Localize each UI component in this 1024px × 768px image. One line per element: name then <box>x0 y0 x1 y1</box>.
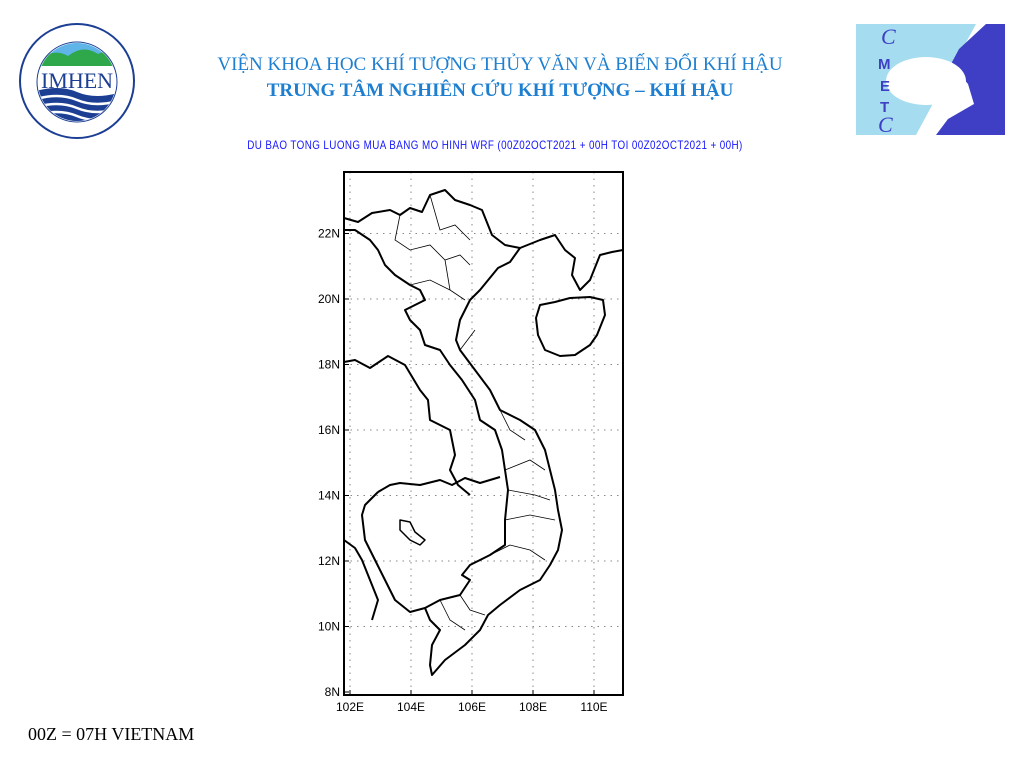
lat-tick-label: 20N <box>318 292 340 306</box>
lon-tick-label: 104E <box>397 700 425 714</box>
imhen-logo-text: IMHEN <box>41 68 113 93</box>
laos-thailand-border <box>343 355 471 496</box>
svg-text:M: M <box>878 56 891 73</box>
lat-tick-label: 18N <box>318 358 340 372</box>
lat-tick-label: 12N <box>318 554 340 568</box>
svg-text:E: E <box>880 78 890 95</box>
svg-text:C: C <box>878 112 893 135</box>
lat-tick-label: 22N <box>318 227 340 241</box>
hainan-island <box>535 296 606 357</box>
lat-tick-label: 10N <box>318 620 340 634</box>
timezone-note: 00Z = 07H VIETNAM <box>28 724 195 744</box>
center-title: TRUNG TÂM NGHIÊN CỨU KHÍ TƯỢNG – KHÍ HẬU <box>266 80 734 101</box>
cmetc-logo: C M E T C <box>856 24 1005 135</box>
china-coast <box>519 234 624 291</box>
province-borders <box>394 194 556 631</box>
axis-ticks: 102E 104E 106E 108E 110E 8N 10N 12N 14N 16N 18N 20N… <box>318 227 608 715</box>
lon-tick-label: 102E <box>336 700 364 714</box>
lat-tick-label: 16N <box>318 423 340 437</box>
lon-tick-label: 108E <box>519 700 547 714</box>
map-frame <box>343 171 624 696</box>
lat-tick-label: 14N <box>318 489 340 503</box>
lon-tick-label: 106E <box>458 700 486 714</box>
institute-title: VIỆN KHOA HỌC KHÍ TƯỢNG THỦY VĂN VÀ BIẾN… <box>217 54 783 75</box>
vietnam-outline <box>343 189 563 676</box>
thailand-coast <box>343 539 379 621</box>
lon-tick-label: 110E <box>580 700 607 714</box>
imhen-logo: IMHEN <box>19 23 135 139</box>
svg-text:T: T <box>880 99 889 116</box>
svg-text:C: C <box>881 24 896 49</box>
cambodia-outline <box>361 476 501 613</box>
tonle-sap-lake <box>399 519 426 546</box>
grid-lines <box>344 172 623 695</box>
lat-tick-label: 8N <box>325 685 340 699</box>
map-title: DU BAO TONG LUONG MUA BANG MO HINH WRF (… <box>247 138 743 152</box>
coastlines-and-borders <box>343 189 624 676</box>
